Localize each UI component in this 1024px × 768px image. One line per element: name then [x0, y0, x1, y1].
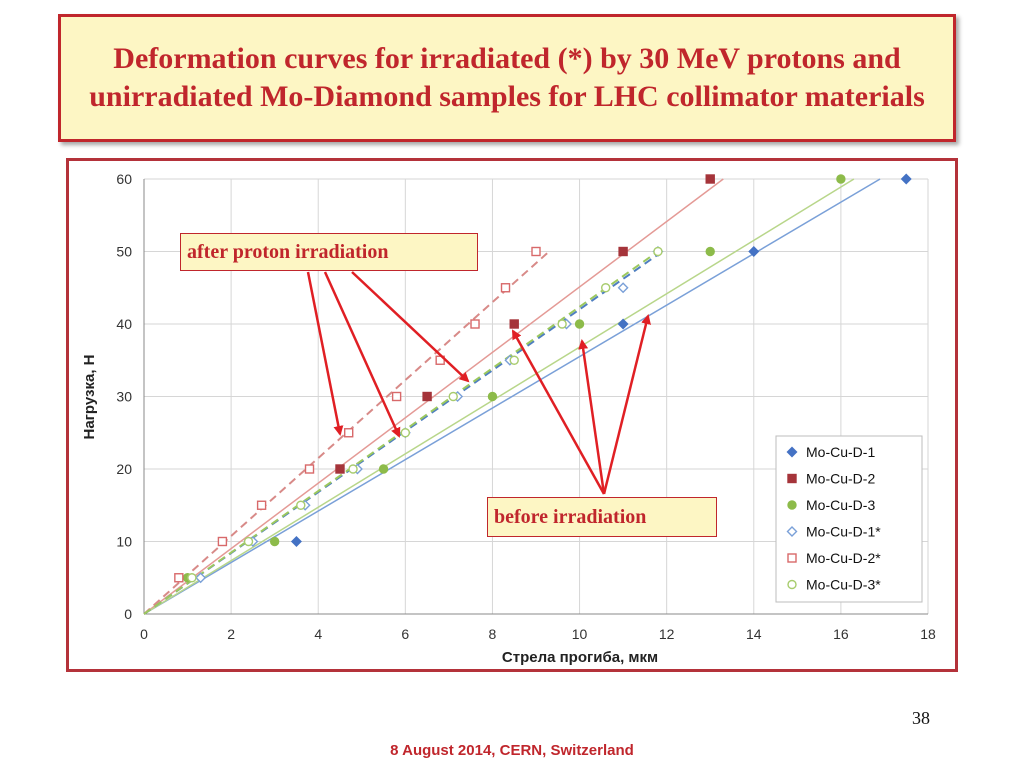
annotation-arrows — [306, 271, 651, 495]
data-point — [344, 428, 354, 438]
tick-labels: 0 2 4 6 8 10 12 14 16 18 0 10 20 30 40 50 60 — [116, 171, 936, 642]
legend-entry: Mo-Cu-D-3* — [806, 577, 881, 593]
annotation-arrow — [306, 271, 344, 436]
legend-marker — [787, 579, 797, 590]
data-point — [217, 536, 228, 547]
data-points — [174, 173, 912, 584]
data-point — [487, 391, 498, 402]
data-point — [348, 464, 358, 474]
x-tick-label: 2 — [227, 626, 235, 642]
data-point — [617, 282, 629, 294]
legend-entry: Mo-Cu-D-2 — [806, 471, 875, 487]
y-tick-label: 30 — [116, 389, 132, 405]
data-point — [296, 500, 306, 510]
legend-marker — [786, 446, 798, 458]
y-tick-label: 10 — [116, 534, 132, 550]
annotation-arrow — [511, 329, 606, 495]
data-point — [448, 391, 458, 402]
data-point — [748, 246, 760, 257]
data-point — [470, 319, 480, 329]
data-point — [290, 536, 302, 547]
x-tick-label: 10 — [572, 626, 588, 642]
legend-marker — [786, 526, 798, 537]
data-point — [335, 464, 345, 474]
data-point — [243, 536, 254, 547]
y-tick-label: 60 — [116, 171, 132, 187]
data-point — [422, 391, 432, 402]
after-irradiation-callout: after proton irradiation — [180, 233, 478, 271]
legend-marker — [787, 500, 797, 510]
legend-entry: Mo-Cu-D-2* — [806, 550, 881, 566]
data-point — [705, 174, 715, 184]
after-irradiation-label: after proton irradiation — [187, 240, 389, 263]
legend-entry: Mo-Cu-D-1* — [806, 524, 881, 540]
legend-marker — [787, 473, 797, 484]
slide-title: Deformation curves for irradiated (*) by… — [89, 42, 925, 113]
y-axis-title: Нагрузка, Н — [81, 354, 98, 439]
x-axis-title: Стрела прогиба, мкм — [502, 649, 658, 666]
annotation-arrow — [323, 271, 401, 438]
data-point — [618, 246, 628, 257]
data-point — [304, 464, 315, 474]
data-point — [531, 246, 541, 257]
data-point — [574, 319, 585, 329]
x-tick-label: 6 — [401, 626, 409, 642]
data-point — [187, 573, 197, 583]
x-tick-label: 18 — [920, 626, 936, 642]
data-point — [600, 283, 611, 293]
data-point — [500, 283, 511, 293]
annotation-arrow — [602, 314, 651, 495]
before-irradiation-callout: before irradiation — [487, 497, 717, 537]
y-tick-label: 0 — [124, 606, 132, 622]
x-tick-label: 4 — [314, 626, 322, 642]
trend-line — [143, 178, 855, 615]
data-point — [378, 464, 389, 474]
data-point — [705, 246, 715, 257]
data-point — [617, 318, 629, 330]
x-tick-label: 8 — [489, 626, 497, 642]
page-number: 38 — [912, 708, 930, 728]
before-irradiation-label: before irradiation — [494, 505, 647, 528]
annotation-arrow — [578, 339, 606, 495]
legend: Mo-Cu-D-1 Mo-Cu-D-2 Mo-Cu-D-3 Mo-Cu-D-1* Mo-… — [775, 435, 923, 603]
y-tick-label: 40 — [116, 316, 132, 332]
legend-box — [775, 435, 923, 603]
data-point — [900, 173, 912, 185]
data-point — [269, 536, 280, 547]
data-point — [836, 174, 846, 184]
x-tick-label: 14 — [746, 626, 762, 642]
x-tick-label: 0 — [140, 626, 148, 642]
data-point — [256, 500, 267, 510]
legend-entry: Mo-Cu-D-1 — [806, 444, 875, 460]
y-tick-label: 50 — [116, 244, 132, 260]
annotation-arrow — [351, 271, 470, 383]
footer-text: 8 August 2014, CERN, Switzerland — [390, 742, 634, 759]
x-tick-label: 12 — [659, 626, 675, 642]
data-point — [174, 573, 184, 583]
x-tick-label: 16 — [833, 626, 849, 642]
y-tick-label: 20 — [116, 461, 132, 477]
data-point — [557, 319, 567, 329]
data-point — [195, 572, 207, 584]
legend-entry: Mo-Cu-D-3 — [806, 497, 875, 513]
data-point — [400, 428, 411, 438]
legend-marker — [787, 553, 797, 563]
data-point — [509, 319, 519, 329]
data-point — [653, 246, 663, 257]
data-point — [391, 391, 402, 402]
title-box: Deformation curves for irradiated (*) by… — [58, 14, 956, 142]
data-point — [509, 355, 519, 365]
